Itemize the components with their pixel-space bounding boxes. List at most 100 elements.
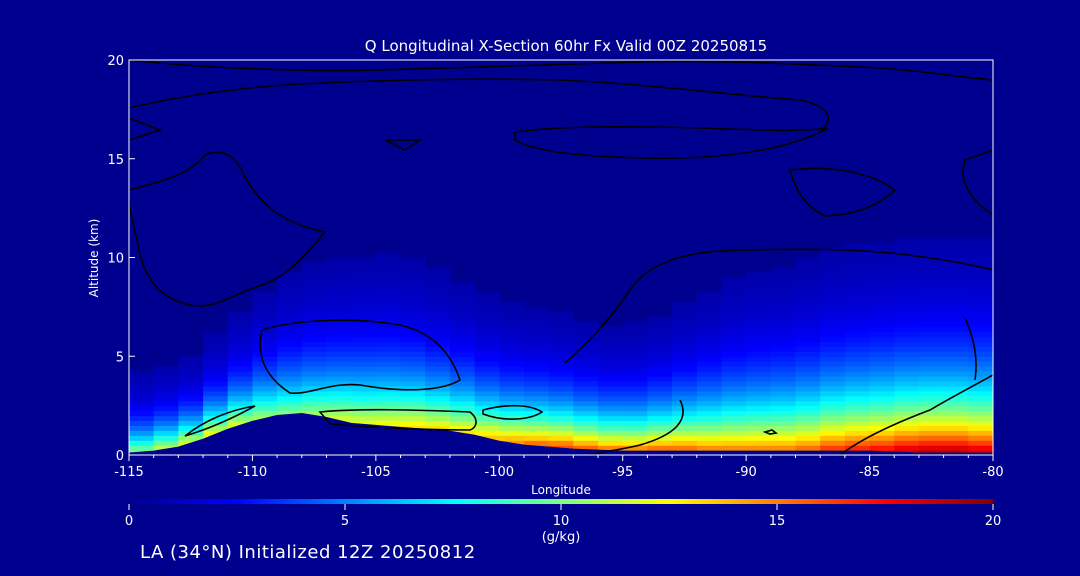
field-cell [499, 371, 525, 377]
field-cell [770, 331, 797, 338]
field-cell [326, 311, 352, 318]
field-cell [351, 321, 377, 328]
colorbar-tick-label: 5 [341, 514, 349, 529]
field-cell [943, 420, 969, 426]
field-cell [277, 351, 303, 357]
field-cell [573, 385, 599, 392]
field-cell [598, 435, 624, 441]
field-cell [326, 405, 352, 412]
field-cell [227, 341, 253, 347]
field-cell [894, 420, 920, 426]
field-cell [449, 311, 476, 318]
field-cell [795, 321, 821, 328]
field-cell [894, 385, 920, 392]
field-cell [375, 331, 402, 338]
field-cell [869, 321, 895, 328]
contour-line [129, 151, 327, 307]
contour-line [564, 248, 993, 364]
field-cell [499, 415, 525, 421]
field-cell [277, 341, 303, 347]
y-axis-label: Altitude (km) [87, 219, 101, 298]
field-cell [943, 257, 969, 263]
field-cell [943, 356, 969, 362]
field-cell [968, 440, 993, 446]
field-cell [647, 395, 673, 402]
field-cell [573, 430, 599, 436]
field-cell [301, 316, 328, 323]
field-cell [449, 420, 476, 426]
field-cell [351, 341, 377, 347]
field-cell [499, 321, 525, 328]
field-cell [844, 445, 871, 451]
field-cell [301, 410, 328, 417]
field-cell [524, 410, 550, 417]
field-cell [301, 376, 328, 382]
field-cell [351, 356, 377, 362]
field-cell [499, 366, 525, 372]
field-cell [400, 331, 426, 338]
field-cell [449, 395, 476, 402]
field-cell [425, 297, 451, 303]
field-cell [400, 400, 426, 407]
field-cell [968, 405, 993, 412]
field-cell [746, 311, 772, 318]
field-cell [721, 311, 747, 318]
field-cell [820, 301, 846, 308]
field-cell [696, 326, 723, 333]
field-cell [746, 420, 772, 426]
field-cell [721, 410, 747, 417]
field-cell [672, 336, 698, 342]
field-cell [647, 346, 673, 352]
field-cell [647, 341, 673, 347]
field-cell [746, 440, 772, 446]
field-cell [647, 371, 673, 377]
field-cell [573, 425, 599, 431]
field-cell [968, 257, 993, 263]
field-cell [820, 277, 846, 283]
field-cell [400, 301, 426, 308]
field-cell [968, 331, 993, 338]
field-cell [351, 346, 377, 352]
field-cell [178, 361, 204, 367]
field-cell [449, 336, 476, 342]
field-cell [770, 336, 797, 342]
field-cell [820, 282, 846, 288]
field-cell [696, 400, 723, 407]
contour-lines [129, 60, 993, 455]
field-cell [869, 415, 895, 421]
field-cell [894, 316, 920, 323]
field-cell [375, 292, 402, 298]
field-cell [598, 430, 624, 436]
field-cell [894, 306, 920, 313]
field-cell [770, 301, 797, 308]
contour-line [962, 149, 993, 216]
field-cell [844, 405, 871, 412]
field-cell [227, 361, 253, 367]
field-cell [968, 361, 993, 367]
field-cell [844, 277, 871, 283]
field-cell [795, 267, 821, 273]
field-cell [227, 346, 253, 352]
field-cell [721, 306, 747, 313]
field-cell [425, 267, 451, 273]
field-cell [844, 267, 871, 273]
field-cell [943, 252, 969, 259]
field-cell [795, 297, 821, 303]
field-cell [672, 390, 698, 397]
field-cell [943, 272, 969, 278]
field-cell [153, 400, 179, 407]
field-cell [598, 341, 624, 347]
field-cell [178, 410, 204, 417]
field-cell [918, 242, 945, 249]
field-cell [869, 292, 895, 298]
field-cell [795, 376, 821, 382]
field-cell [918, 277, 945, 283]
field-cell [746, 351, 772, 357]
field-cell [227, 356, 253, 362]
field-cell [400, 366, 426, 372]
field-cell [770, 321, 797, 328]
field-cell [400, 390, 426, 397]
field-cell [894, 430, 920, 436]
field-cell [869, 435, 895, 441]
field-cell [326, 301, 352, 308]
